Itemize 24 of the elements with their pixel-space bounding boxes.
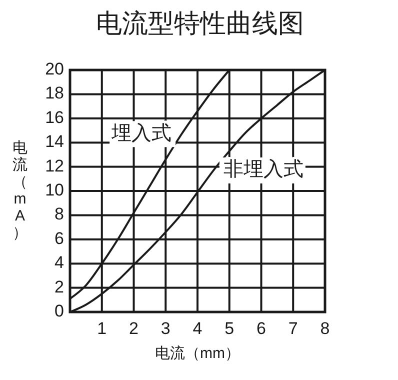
- y-tick-label: 0: [54, 301, 64, 320]
- y-tick-label: 18: [45, 84, 64, 103]
- x-tick-label: 6: [256, 319, 266, 338]
- x-tick-label: 7: [288, 319, 298, 338]
- y-tick-label: 20: [45, 59, 64, 78]
- x-tick-label: 8: [320, 319, 330, 338]
- y-tick-label: 6: [54, 228, 64, 248]
- x-tick-label: 3: [160, 319, 170, 338]
- y-tick-label: 12: [45, 156, 64, 176]
- y-tick-label: 16: [45, 108, 64, 127]
- y-tick-label: 2: [54, 277, 64, 296]
- x-tick-label: 5: [224, 319, 234, 338]
- y-tick-label: 10: [45, 180, 64, 200]
- x-tick-label: 1: [97, 319, 107, 338]
- y-tick-label: 8: [54, 204, 64, 224]
- series-label: 埋入式: [110, 122, 172, 144]
- x-axis-title: 电流（mm）: [155, 345, 240, 362]
- y-tick-label: 14: [45, 132, 64, 152]
- y-axis-title: 电流（mA）: [12, 139, 28, 242]
- y-tick-label: 4: [54, 253, 64, 272]
- chart-title: 电流型特性曲线图: [96, 8, 304, 38]
- series-label: 非埋入式: [223, 158, 304, 181]
- x-tick-label: 4: [192, 319, 202, 338]
- x-tick-label: 2: [129, 319, 138, 338]
